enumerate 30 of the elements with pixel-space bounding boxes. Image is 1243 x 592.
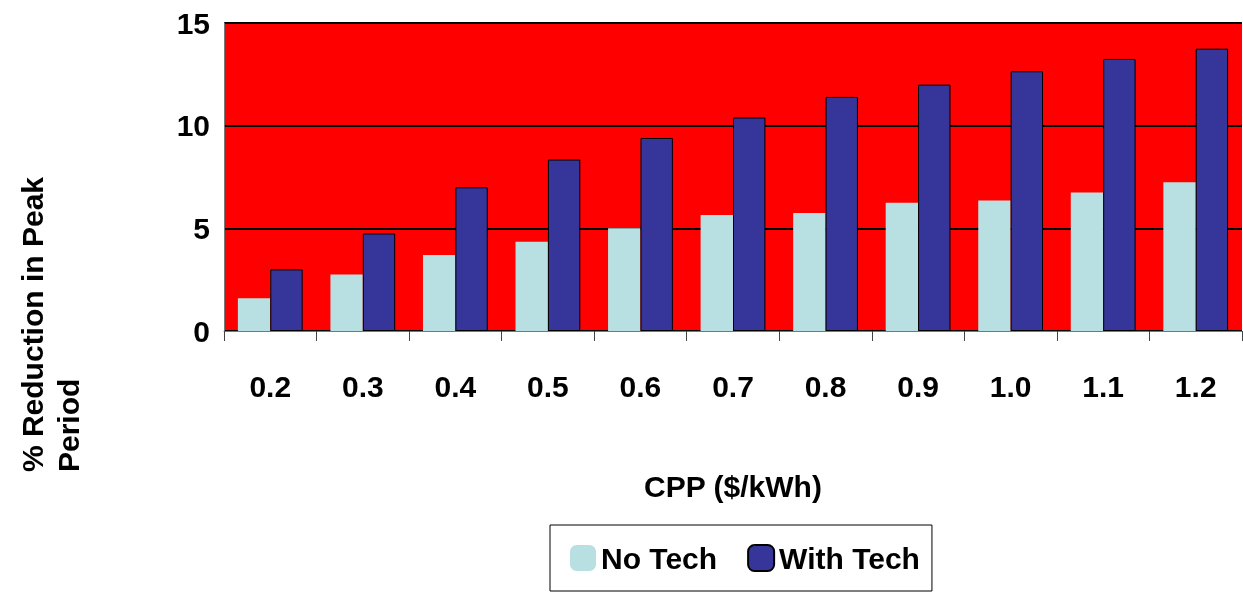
bar — [978, 200, 1011, 331]
bar — [793, 212, 826, 331]
x-tick-label: 1.0 — [989, 369, 1032, 403]
x-tick-label: 1.2 — [1174, 369, 1217, 403]
y-tick-label: 10 — [176, 109, 210, 143]
bar — [1163, 182, 1196, 331]
x-tick-label: 0.3 — [341, 369, 384, 403]
x-tick-label: 0.6 — [619, 369, 662, 403]
bar — [608, 228, 641, 331]
x-tick-label: 0.2 — [249, 369, 292, 403]
x-tick-label: 0.4 — [434, 369, 477, 403]
bar — [330, 274, 363, 331]
bar — [515, 241, 548, 331]
legend-label: No Tech — [601, 541, 718, 575]
x-tick-label: 0.8 — [804, 369, 847, 403]
bar — [422, 255, 456, 331]
legend-label: With Tech — [779, 541, 920, 575]
x-tick-label: 0.9 — [897, 369, 939, 403]
bar — [700, 214, 733, 331]
y-axis-title: % Reduction in Peak Period — [15, 176, 85, 473]
y-tick-label: 5 — [193, 211, 210, 245]
x-tick-label: 1.1 — [1082, 369, 1125, 403]
y-tick-label: 15 — [176, 6, 210, 40]
bar — [1070, 192, 1104, 331]
bar — [237, 298, 271, 331]
y-tick-label: 0 — [193, 314, 210, 348]
x-axis-title: CPP ($/kWh) — [644, 469, 822, 503]
x-tick-label: 0.7 — [712, 369, 754, 403]
x-tick-label: 0.5 — [527, 369, 569, 403]
bar — [885, 202, 919, 331]
